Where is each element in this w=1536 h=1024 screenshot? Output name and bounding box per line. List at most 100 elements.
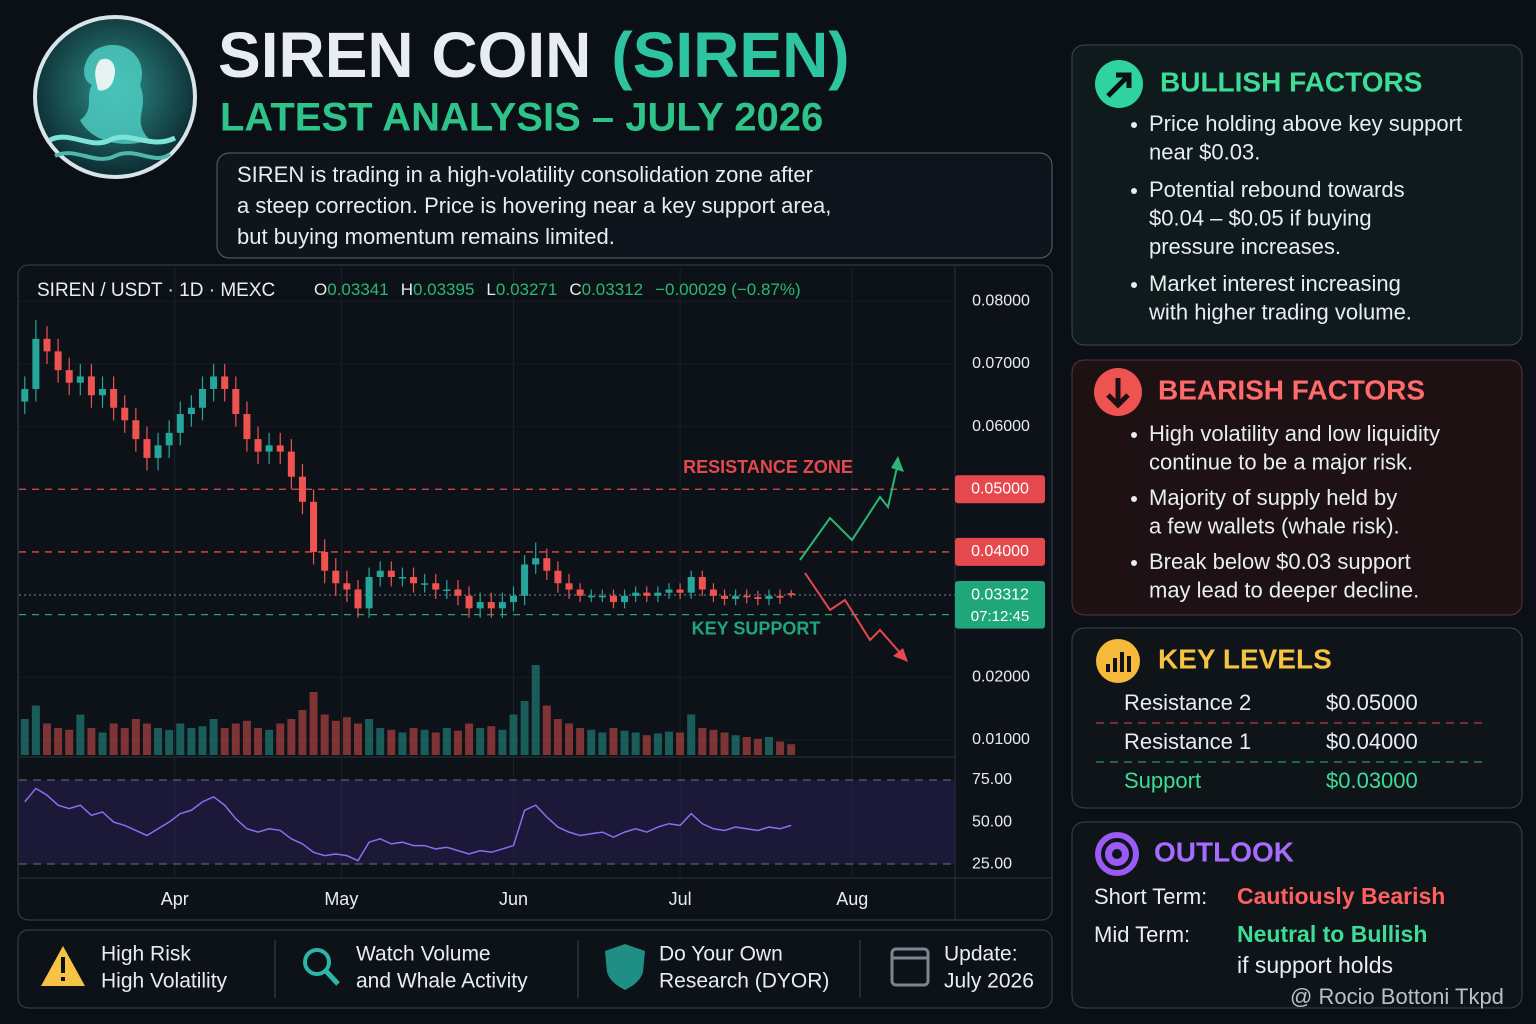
- volume-bar: [598, 732, 607, 755]
- title: SIREN COIN (SIREN): [218, 19, 850, 91]
- level-value: $0.03000: [1326, 768, 1418, 793]
- candle-body: [632, 592, 640, 596]
- y-tick-label: 0.08000: [972, 292, 1030, 309]
- candle-body: [743, 595, 751, 598]
- key-levels-title: KEY LEVELS: [1158, 643, 1332, 674]
- x-tick-label: Apr: [161, 889, 189, 909]
- candle-body: [321, 551, 329, 571]
- volume-bar: [664, 731, 673, 755]
- footer-text: Do Your Own: [659, 943, 783, 966]
- volume-bar: [131, 719, 140, 755]
- factor-line: Break below $0.03 support: [1149, 549, 1411, 574]
- candle-body: [110, 388, 118, 408]
- candle-body: [465, 595, 473, 609]
- outlook-dot: [1112, 849, 1122, 859]
- x-tick-label: Aug: [836, 889, 868, 909]
- candle-body: [343, 583, 351, 590]
- candle-body: [521, 564, 529, 596]
- summary-box: [216, 152, 1053, 259]
- candle-body: [221, 376, 229, 389]
- ticker: (SIREN): [611, 19, 849, 91]
- volume-bar: [476, 728, 485, 755]
- candle-body: [709, 589, 717, 596]
- bullet: [1131, 282, 1137, 288]
- candle-body: [732, 595, 740, 599]
- volume-bar: [409, 728, 418, 755]
- y-tick-label: 0.07000: [972, 355, 1030, 372]
- candle-body: [298, 476, 306, 502]
- volume-bar: [365, 719, 374, 755]
- footer-text: July 2026: [944, 970, 1034, 993]
- volume-bar: [109, 723, 118, 755]
- candle-body: [698, 576, 706, 590]
- volume-bar: [531, 665, 540, 755]
- candle-body: [43, 338, 51, 352]
- factor-line: $0.04 – $0.05 if buying: [1149, 205, 1372, 230]
- factor-line: continue to be a major risk.: [1149, 449, 1413, 474]
- candle-body: [598, 595, 606, 598]
- volume-bar: [120, 728, 129, 755]
- level-tag: [955, 537, 1045, 566]
- title-text: SIREN COIN: [218, 19, 591, 91]
- footer-items: High Risk High Volatility Watch Volume and …: [101, 943, 1034, 993]
- candle-body: [476, 602, 484, 609]
- volume-bar: [498, 729, 507, 755]
- ohlc-stats: O0.03341 H0.03395 L0.03271 C0.03312 −0.00029…: [314, 280, 801, 299]
- summary: SIREN is trading in a high-volatility co…: [237, 162, 831, 249]
- summary-line: SIREN is trading in a high-volatility co…: [237, 162, 813, 187]
- volume-bar: [620, 730, 629, 755]
- last-price-tag: [955, 581, 1045, 628]
- chart-frame: [17, 264, 1053, 921]
- candle-body: [587, 595, 595, 598]
- candle-body: [643, 592, 651, 596]
- level-value: $0.04000: [1326, 729, 1418, 754]
- candle-body: [165, 432, 173, 446]
- outlook-view: Cautiously Bearish: [1237, 883, 1445, 909]
- level-label: 0.04000: [971, 543, 1029, 560]
- candle-body: [676, 589, 684, 593]
- volume-bar: [187, 728, 196, 755]
- candle-body: [565, 583, 573, 590]
- bearish-title: BEARISH FACTORS: [1158, 374, 1425, 405]
- candle-body: [454, 589, 462, 596]
- level-name: Support: [1124, 768, 1201, 793]
- volume-bar: [176, 723, 185, 755]
- candle-body: [543, 558, 551, 571]
- volume-bar: [509, 714, 518, 755]
- outlook-ring: [1101, 838, 1133, 870]
- candle-body: [398, 576, 406, 579]
- volume-bar: [76, 714, 85, 755]
- candle-body: [421, 583, 429, 585]
- volume-bar: [420, 729, 429, 755]
- volume-bar: [453, 730, 462, 755]
- volume-bar: [342, 717, 351, 755]
- volume-bar: [787, 744, 796, 755]
- volume-bar: [542, 705, 551, 755]
- level-value: $0.05000: [1326, 690, 1418, 715]
- volume-bar: [698, 728, 707, 755]
- volume-bar: [687, 714, 696, 755]
- volume-bar: [731, 735, 740, 755]
- volume-bar: [276, 723, 285, 755]
- candle-body: [132, 420, 140, 440]
- bullet: [1131, 122, 1137, 128]
- candle-body: [332, 570, 340, 584]
- logo: [33, 15, 197, 179]
- volume-bar: [387, 729, 396, 755]
- candle-body: [376, 570, 384, 577]
- factor-line: a few wallets (whale risk).: [1149, 513, 1400, 538]
- y-tick-label: 0.02000: [972, 668, 1030, 685]
- bullet: [1131, 496, 1137, 502]
- resistance-label: RESISTANCE ZONE: [683, 457, 853, 477]
- volume-bar: [431, 732, 440, 755]
- volume-bar: [87, 728, 96, 755]
- stat-value: 0.03312: [582, 280, 643, 299]
- candle-body: [121, 407, 129, 421]
- volume-bar: [98, 732, 107, 755]
- candle-body: [621, 595, 629, 603]
- volume-bar: [265, 729, 274, 755]
- candle-body: [487, 602, 495, 609]
- candle-body: [776, 595, 784, 598]
- stat-label: C: [569, 280, 581, 299]
